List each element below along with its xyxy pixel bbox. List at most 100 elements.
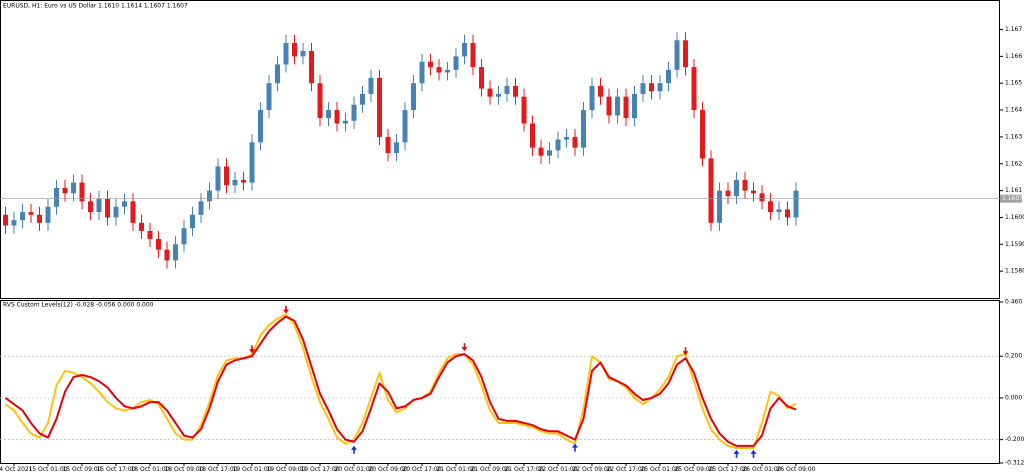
candle-body [504,85,510,94]
candle-body [300,51,306,57]
candle-body [164,249,170,261]
x-tick-label: 25 Oct 17:00 [708,466,747,473]
candle-body [700,110,705,159]
candle-body [657,83,663,92]
buy-arrow [750,449,757,458]
candle-body [606,96,612,116]
candle-body [521,96,527,124]
x-tick-label: 22 Oct 17:00 [606,466,645,473]
candle-body [759,193,765,202]
candle-body [632,93,637,119]
candle-body [11,220,17,226]
x-tick-label: 20 Oct 01:00 [334,466,373,473]
candle-body [462,42,467,57]
x-tick-label: 15 Oct 01:00 [28,466,67,473]
y-tick-label: 0.200 [1005,353,1022,360]
candle-body [190,214,195,229]
candle-body [122,201,127,207]
x-tick-label: 22 Oct 09:00 [572,466,611,473]
candle-body [283,42,289,65]
candle-body [572,136,578,148]
candle-body [725,190,731,196]
candle-body [623,96,629,119]
buy-arrow [572,443,578,452]
candle-body [147,230,153,239]
y-tick-label: 1.1590 [1005,241,1024,248]
candle-body [589,85,595,111]
candle-body [581,110,586,148]
candle-body [249,142,255,183]
candle-body [640,83,646,94]
x-tick-label: 15 Oct 09:00 [62,466,101,473]
candle-body [428,61,433,68]
candle-body [487,88,493,97]
y-tick-label: 1.167 [1005,26,1022,33]
candle-body [317,83,323,119]
candle-body [28,212,34,215]
sell-arrow [283,305,289,314]
candle-body [326,110,331,119]
last-price-label: 1.1607 [1002,195,1023,202]
candle-body [496,93,501,97]
candle-body [79,182,85,202]
candle-body [479,67,484,89]
candle-body [215,166,221,191]
x-tick-label: 19 Oct 17:00 [300,466,339,473]
candle-body [538,147,544,156]
candle-body [734,179,739,196]
candle-body [615,96,620,116]
candle-body [88,201,93,213]
candle-body [37,214,42,223]
x-tick-label: 22 Oct 01:00 [538,466,577,473]
candle-body [742,179,748,191]
indicator-panel-border [0,300,1000,464]
candle-body [266,83,272,111]
y-tick-label: 1.1600 [1005,214,1024,221]
x-tick-label: 21 Oct 09:00 [470,466,509,473]
y-tick-label: 1.166 [1005,53,1022,60]
candle-body [54,187,59,207]
y-tick-label: -0.312 [1005,460,1024,467]
candle-body [453,56,459,70]
candle-body [334,110,340,124]
x-tick-label: 18 Oct 17:00 [198,466,237,473]
candle-body [598,85,603,97]
x-tick-label: 26 Oct 01:00 [742,466,781,473]
candle-body [666,69,671,84]
x-tick-label: 18 Oct 09:00 [164,466,203,473]
candle-body [564,136,569,140]
candle-body [377,77,382,137]
candle-body [394,142,399,154]
indicator-line [4,315,797,447]
indicator-header: RVS Custom Levels(12) -0.028 -0.056 0.00… [3,302,154,309]
candle-body [385,136,391,154]
candle-body [173,244,178,261]
candle-body [139,222,144,231]
price-panel-border [0,0,1000,299]
candle-body [232,179,238,186]
candle-body [708,158,714,223]
indicator-line [4,313,797,449]
candle-body [20,212,25,221]
candle-body [649,83,654,92]
candle-body [343,120,348,124]
candle-body [555,139,561,151]
candle-body [71,182,76,194]
y-tick-label: -0.200 [1005,436,1024,443]
candle-body [241,179,246,183]
candle-body [45,206,51,223]
y-tick-label: 0.000 [1005,394,1022,401]
candle-body [3,214,8,226]
candle-body [768,201,773,213]
candle-body [62,187,68,194]
candle-body [436,67,442,73]
y-tick-label: 0.460 [1005,299,1022,306]
candle-body [513,85,518,97]
candle-body [785,209,790,218]
candle-body [130,201,136,223]
candle-body [547,150,552,156]
candle-body [691,67,697,111]
buy-arrow [733,449,740,458]
x-tick-label: 21 Oct 01:00 [436,466,475,473]
